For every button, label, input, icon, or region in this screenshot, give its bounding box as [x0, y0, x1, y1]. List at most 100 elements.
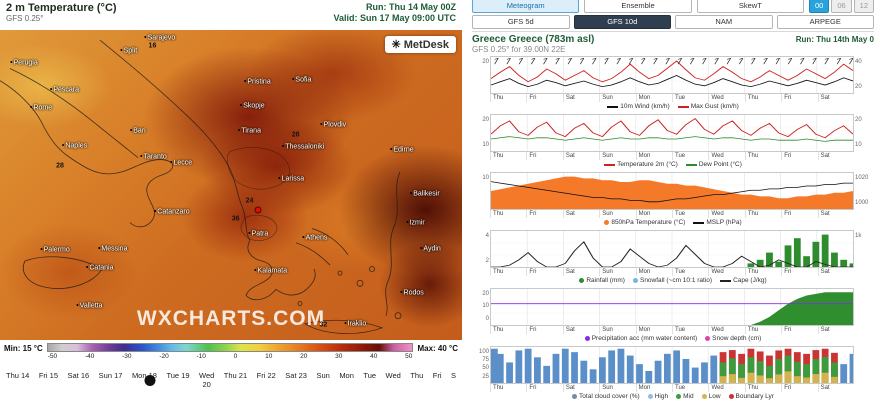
city-label: •Kalamata	[254, 268, 287, 275]
timeline-label[interactable]: Mon	[339, 371, 354, 400]
timeline-label[interactable]: Fri 22	[257, 371, 276, 400]
timeline-label[interactable]: Wed 20	[199, 371, 214, 400]
city-label: •Sofia	[292, 76, 311, 83]
timeline-label[interactable]: Sat 16	[68, 371, 90, 400]
timeline[interactable]: Thu 14 Fri 15 Sat 16 Sun 17 Mon 18 Tue 19 Wed 2…	[0, 366, 462, 400]
metdesk-logo: ✳ MetDesk	[384, 36, 456, 53]
run-button-00[interactable]: 00	[808, 0, 830, 13]
y-axis-tick: 10	[482, 174, 489, 181]
legend-label: Snowfall (~cm 10:1 ratio)	[639, 277, 713, 284]
timeline-label[interactable]: Fri 15	[39, 371, 58, 400]
legend-line-marker	[685, 163, 697, 166]
city-label: •Taranto	[140, 154, 167, 161]
city-label: •Naples	[62, 143, 87, 150]
model-button-nam[interactable]: NAM	[675, 14, 773, 29]
day-label: Sat	[562, 383, 599, 392]
timeline-day: Sat 23	[285, 371, 307, 380]
legend-dot-marker	[647, 394, 653, 399]
contour-label: 28	[291, 131, 300, 139]
scale-tick: 20	[300, 353, 308, 360]
city-label: •Skopje	[240, 102, 265, 109]
run-button-12[interactable]: 12	[853, 0, 874, 13]
city-name: Aydin	[423, 245, 441, 253]
timeline-label[interactable]: Thu	[410, 371, 423, 400]
map-area[interactable]: ✳ MetDesk WXCHARTS.COM •Perugia •Pescara •…	[0, 30, 462, 340]
city-label: •Balikesir	[410, 190, 440, 197]
location-marker[interactable]	[254, 206, 262, 214]
timeline-day: Fri 15	[38, 371, 59, 380]
view-button-meteogram[interactable]: Meteogram	[472, 0, 580, 13]
y-axis-tick: 20	[855, 116, 862, 123]
map-header-right: Run: Thu 14 May 00Z Valid: Sun 17 May 09…	[333, 2, 456, 28]
day-label: Thu	[490, 383, 526, 392]
city-label: •Larissa	[278, 176, 304, 183]
timeline-label[interactable]: Thu 14	[6, 371, 29, 400]
city-dot-icon: •	[85, 264, 89, 272]
model-button-gfs-10d[interactable]: GFS 10d	[573, 14, 671, 29]
timeline-slider[interactable]	[144, 375, 156, 386]
y-axis-tick: 4	[485, 232, 489, 239]
city-label: •Lecce	[170, 160, 192, 167]
timeline-label[interactable]: Wed	[386, 371, 401, 400]
day-label: Sat	[562, 151, 599, 160]
timeline-label[interactable]: Sat 23	[285, 371, 307, 400]
chart-day-axis: Thu Fri Sat Sun Mon Tue Wed Thu Fri Sat	[490, 325, 854, 334]
timeline-label[interactable]: Thu 21	[224, 371, 247, 400]
view-button-ensemble[interactable]: Ensemble	[584, 0, 692, 13]
city-label: •Split	[120, 48, 137, 55]
day-label: Mon	[635, 325, 672, 334]
timeline-day: Mon 18	[131, 371, 157, 380]
timeline-day: Thu 14	[6, 371, 30, 380]
city-name: Kalamata	[257, 267, 288, 275]
city-label: •Messina	[98, 246, 128, 253]
view-button-skewt[interactable]: SkewT	[696, 0, 804, 13]
legend-item: High	[647, 393, 668, 400]
day-label: Sun	[599, 325, 635, 334]
run-button-06[interactable]: 06	[831, 0, 852, 13]
day-label: Thu	[744, 209, 781, 218]
meteogram-title: Greece Greece (783m asl)	[472, 33, 595, 45]
timeline-day: Fri 22	[256, 371, 276, 380]
city-dot-icon: •	[281, 143, 285, 151]
legend-label: Temperature 2m (°C)	[617, 161, 678, 168]
legend-line-marker	[607, 105, 619, 108]
chart-plot: 20 10 20 10	[482, 113, 862, 152]
contour-label: 24	[245, 197, 254, 204]
city-name: Larissa	[281, 175, 305, 183]
scale-tick: 30	[335, 353, 343, 360]
timeline-label[interactable]: Tue	[363, 371, 376, 400]
legend-item: Temperature 2m (°C)	[604, 161, 678, 168]
legend-label: MSLP (hPa)	[706, 219, 742, 226]
city-dot-icon: •	[239, 102, 243, 110]
city-dot-icon: •	[40, 246, 43, 254]
y-axis-tick: 25	[482, 373, 489, 380]
scale-min-label: Min: 15 °C	[4, 344, 43, 353]
city-dot-icon: •	[153, 208, 157, 216]
city-name: Messina	[101, 245, 128, 253]
legend-item: Max Gust (km/h)	[677, 103, 739, 110]
chart-plot: 20 40 20	[482, 55, 862, 94]
legend-label: Max Gust (km/h)	[690, 103, 739, 110]
legend-dot-marker	[705, 336, 711, 341]
city-dot-icon: •	[344, 320, 347, 328]
day-label: Wed	[708, 151, 744, 160]
chart-legend: Rainfall (mm) Snowfall (~cm 10:1 ratio) Ca…	[472, 276, 874, 286]
watermark: WXCHARTS.COM	[136, 306, 326, 330]
model-button-arpege[interactable]: ARPEGE	[776, 14, 874, 29]
map-valid-label: Valid: Sun 17 May 09:00 UTC	[333, 13, 456, 24]
timeline-day-sub: 20	[202, 380, 211, 389]
timeline-label[interactable]: Mon 18	[132, 371, 157, 400]
timeline-label[interactable]: Tue 19	[166, 371, 189, 400]
legend-label: Total cloud cover (%)	[579, 393, 640, 400]
city-label: •Valletta	[76, 302, 102, 309]
timeline-label[interactable]: Sun 17	[99, 371, 123, 400]
timeline-day: Wed	[199, 371, 215, 380]
model-button-gfs-5d[interactable]: GFS 5d	[472, 14, 570, 29]
city-dot-icon: •	[10, 59, 13, 67]
timeline-label[interactable]: Sun	[316, 371, 329, 400]
timeline-label[interactable]: S	[451, 371, 456, 400]
chart-legend: Total cloud cover (%) High Mid Low Boundary …	[472, 392, 874, 402]
day-label: Fri	[526, 383, 562, 392]
timeline-label[interactable]: Fri	[433, 371, 442, 400]
legend-label: Boundary Lyr	[735, 393, 774, 400]
